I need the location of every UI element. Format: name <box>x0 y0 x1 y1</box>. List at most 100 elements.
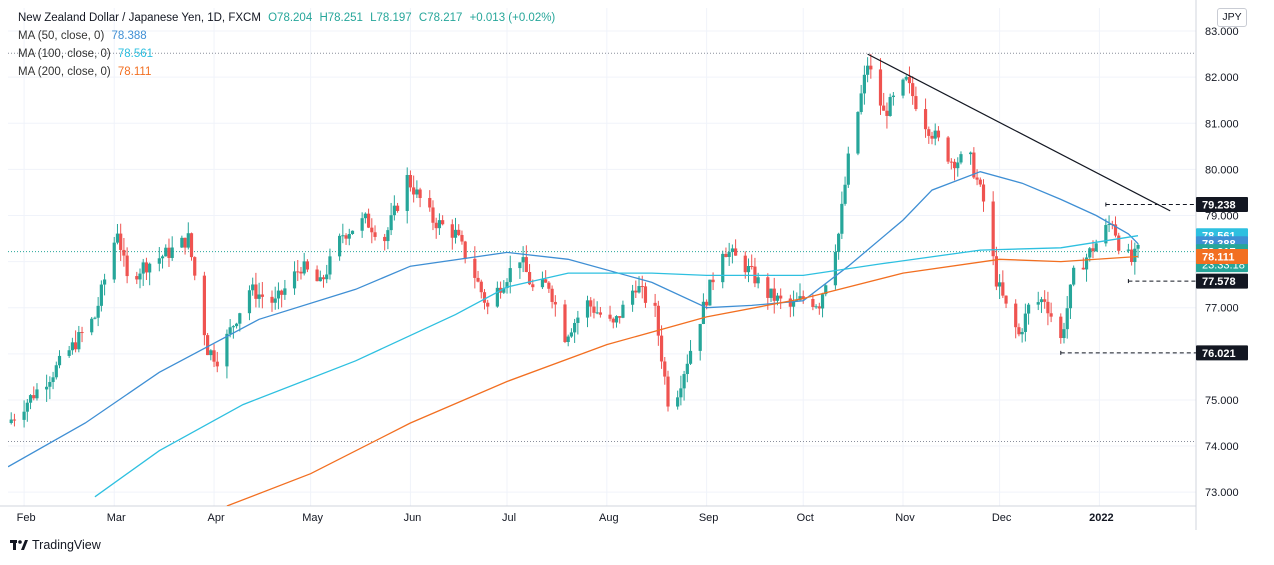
candle-body <box>711 279 715 283</box>
change-value: +0.013 (+0.02%) <box>469 12 556 24</box>
ma50-legend-row[interactable]: MA (50, close, 0) 78.388 <box>18 27 555 45</box>
candle-body <box>225 333 229 367</box>
candle-body <box>724 253 728 257</box>
candle-body <box>209 350 213 356</box>
candle-body <box>933 130 937 139</box>
candle-body <box>727 252 731 257</box>
candle-body <box>305 261 310 270</box>
price-label-bg <box>1196 248 1248 264</box>
currency-badge[interactable]: JPY <box>1217 8 1247 27</box>
candle-body <box>315 269 319 282</box>
candle-body <box>383 236 387 242</box>
candle-body <box>911 83 915 97</box>
candle-body <box>640 286 644 288</box>
candle-body <box>598 312 602 315</box>
candle-body <box>212 350 216 362</box>
candle-body <box>141 262 145 274</box>
candle-body <box>1088 248 1092 258</box>
candle-body <box>653 302 657 306</box>
candle-body <box>9 419 13 423</box>
candle-body <box>659 335 664 362</box>
candle-body <box>1039 299 1044 303</box>
x-tick-label: May <box>302 512 323 524</box>
candle-body <box>231 326 235 328</box>
ma200-legend-row[interactable]: MA (200, close, 0) 78.111 <box>18 63 555 81</box>
candle-body <box>775 295 780 301</box>
candle-body <box>994 256 998 287</box>
candle-body <box>791 301 796 307</box>
candle-body <box>186 233 190 248</box>
candle-body <box>74 342 78 350</box>
candle-body <box>77 332 81 350</box>
candle-body <box>573 322 577 333</box>
candle-body <box>705 301 709 306</box>
candle-body <box>750 266 754 268</box>
y-tick-label: 81.000 <box>1205 118 1239 130</box>
candle-body <box>234 323 239 327</box>
candle-body <box>772 288 776 301</box>
candle-body <box>202 275 206 336</box>
candle-body <box>1072 267 1076 285</box>
candle-body <box>1068 284 1073 309</box>
candle-body <box>1004 295 1008 304</box>
x-tick-label: Jul <box>502 512 516 524</box>
candle-body <box>1026 304 1031 314</box>
candle-body <box>637 286 641 293</box>
x-tick-label: Feb <box>17 512 36 524</box>
candle-body <box>318 277 322 282</box>
candle-body <box>122 249 126 256</box>
ma200-label: MA (200, close, 0) <box>18 66 111 78</box>
candle-body <box>946 137 950 162</box>
ma100-label: MA (100, close, 0) <box>18 48 111 60</box>
candle-body <box>798 296 802 301</box>
candle-body <box>135 276 139 280</box>
candle-body <box>502 288 506 293</box>
candle-body <box>756 277 760 284</box>
candle-body <box>363 213 367 219</box>
y-tick-label: 80.000 <box>1205 164 1239 176</box>
candle-body <box>215 361 219 367</box>
ma100-legend-row[interactable]: MA (100, close, 0) 78.561 <box>18 45 555 63</box>
candle-body <box>663 361 667 377</box>
candle-body <box>685 363 689 375</box>
candle-body <box>48 382 52 387</box>
candle-body <box>856 112 860 154</box>
candle-body <box>228 327 232 334</box>
candle-body <box>350 230 355 235</box>
candle-body <box>341 235 345 237</box>
x-tick-label: Apr <box>207 512 224 524</box>
candle-body <box>238 313 242 324</box>
candle-body <box>189 233 194 258</box>
candle-body <box>389 215 393 231</box>
x-tick-label: Aug <box>599 512 619 524</box>
candle-body <box>998 282 1002 287</box>
price-label-text: 78.111 <box>1202 251 1234 263</box>
candle-body <box>824 285 828 295</box>
candle-body <box>45 386 49 390</box>
x-tick-label: Sep <box>699 512 719 524</box>
candle-body <box>32 395 36 399</box>
candle-body <box>302 261 306 274</box>
candle-body <box>801 296 805 299</box>
ma50-label: MA (50, close, 0) <box>18 30 105 42</box>
candle-body <box>1043 299 1047 302</box>
open-value: O78.204 <box>268 12 313 24</box>
candle-body <box>1001 282 1005 296</box>
ma50-line <box>8 171 1139 468</box>
candle-body <box>679 388 683 398</box>
candle-body <box>482 292 487 303</box>
candle-body <box>495 287 499 307</box>
candle-body <box>35 389 39 399</box>
candle-body <box>144 262 149 273</box>
candle-body <box>157 258 161 264</box>
candle-body <box>518 262 522 269</box>
candle-body <box>885 110 889 116</box>
candle-body <box>115 233 120 243</box>
candle-body <box>254 284 258 299</box>
candle-body <box>505 282 509 289</box>
tradingview-branding[interactable]: TradingView <box>10 538 101 552</box>
candle-body <box>1136 244 1140 249</box>
candle-body <box>193 257 197 276</box>
candle-body <box>701 301 706 325</box>
